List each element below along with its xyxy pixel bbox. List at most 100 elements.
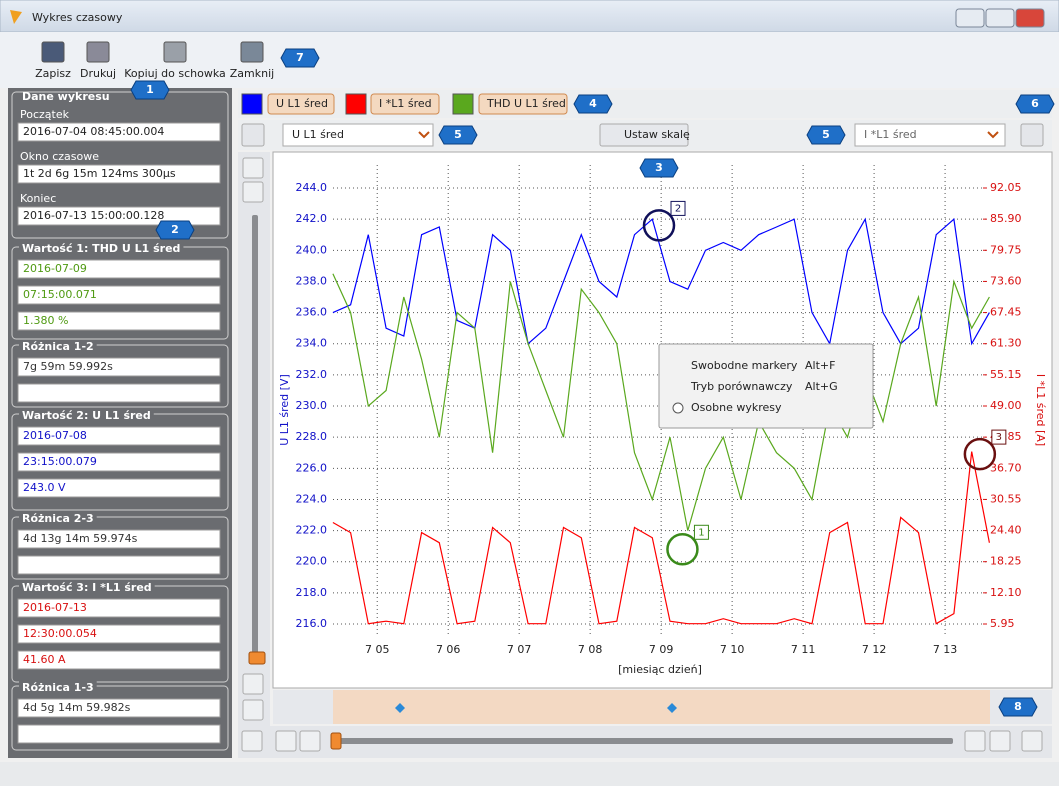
close-button[interactable] [1015,8,1045,28]
y2-tick-label: 24.40 [990,524,1022,537]
y-tick-label: 220.0 [296,555,328,568]
window-title: Wykres czasowy [32,11,123,24]
y-tick-label: 216.0 [296,617,328,630]
menu-shortcut[interactable]: Alt+F [805,359,835,372]
x-tick-label: 7 09 [649,643,674,656]
h-handle[interactable] [330,732,342,750]
field-box [17,650,221,670]
legend-label-box[interactable] [478,93,568,115]
field-box [17,624,221,644]
callout-number: 5 [454,128,462,141]
zoom-handle[interactable] [248,651,266,665]
icon-button[interactable] [299,730,321,752]
field-box [17,555,221,575]
icon-button[interactable] [242,699,264,721]
y2-tick-label: 36.70 [990,461,1022,474]
section-title: Różnica 1-3 [22,681,94,694]
field-value: 2016-07-04 08:45:00.004 [23,125,164,138]
combo-arrow [987,131,999,139]
legend-label-box[interactable] [370,93,440,115]
field-value: 4d 5g 14m 59.982s [23,701,131,714]
toolbar-icon[interactable] [163,41,187,63]
zoom-slider[interactable] [252,215,258,660]
callout-badge [806,125,846,145]
callout-number: 5 [822,128,830,141]
combo-text[interactable]: U L1 śred [292,128,344,141]
maximize-button[interactable] [985,8,1015,28]
legend-swatch[interactable] [452,93,474,115]
timeline-diamond[interactable] [667,703,677,713]
section-title: Wartość 2: U L1 śred [22,409,151,422]
timeline-range [333,690,990,724]
panel-section [11,91,229,239]
marker-circle[interactable] [642,209,676,242]
section-title: Różnica 1-2 [22,340,94,353]
field-value: 2016-07-09 [23,262,87,275]
field-box [17,724,221,744]
toolbar-icon[interactable] [240,41,264,63]
combo-text[interactable]: I *L1 śred [864,128,917,141]
icon-button[interactable] [242,673,264,695]
menu-item[interactable]: Tryb porównawczy [690,380,793,393]
x-tick-label: 7 10 [720,643,745,656]
legend-label[interactable]: I *L1 śred [379,97,432,110]
icon-button[interactable] [989,730,1011,752]
h-slider[interactable] [335,738,953,744]
menu-item[interactable]: Swobodne markery [691,359,798,372]
y-tick-label: 238.0 [296,274,328,287]
legend-label-box[interactable] [267,93,335,115]
y2-tick-label: 85.90 [990,212,1022,225]
y-tick-label: 224.0 [296,492,328,505]
scale-button[interactable] [599,123,689,147]
icon-button[interactable] [1020,123,1044,147]
legend-swatch[interactable] [345,93,367,115]
toolbar-label[interactable]: Kopiuj do schowka [124,67,226,80]
icon-button[interactable] [964,730,986,752]
x-axis-label: [miesiąc dzień] [618,663,702,676]
icon-button[interactable] [275,730,297,752]
x-tick-label: 7 13 [933,643,958,656]
timeline-diamond[interactable] [395,703,405,713]
y-tick-label: 234.0 [296,337,328,350]
toolbar-icon[interactable] [41,41,65,63]
field-value: 12:30:00.054 [23,627,97,640]
toolbar-label[interactable]: Zamknij [230,67,274,80]
icon-button[interactable] [241,123,265,147]
section-title: Różnica 2-3 [22,512,94,525]
icon-button[interactable] [242,157,264,179]
y2-tick-label: 92.05 [990,181,1022,194]
y-tick-label: 232.0 [296,368,328,381]
callout-number: 8 [1014,700,1022,713]
menu-item[interactable]: Osobne wykresy [691,401,782,414]
field-box [17,383,221,403]
panel-section [11,344,229,408]
icon-button[interactable] [242,181,264,203]
x-tick-label: 7 12 [862,643,887,656]
menu-shortcut[interactable]: Alt+G [805,380,838,393]
icon-button[interactable] [241,730,263,752]
legend-swatch[interactable] [241,93,263,115]
legend-label[interactable]: U L1 śred [276,97,328,110]
field-box [17,357,221,377]
toolbar-label[interactable]: Drukuj [80,67,116,80]
marker-circle[interactable] [963,437,997,471]
y2-axis-label: I *L1 śred [A] [1034,374,1047,446]
button-text[interactable]: Ustaw skalę [624,128,690,141]
minimize-button[interactable] [955,8,985,28]
app-icon [10,10,22,24]
series-line [332,217,990,346]
axis-combo[interactable] [854,123,1006,147]
menu-check [672,402,684,414]
icon-button[interactable] [1021,730,1043,752]
legend-label[interactable]: THD U L1 śred [486,97,566,110]
toolbar-label[interactable]: Zapisz [35,67,71,80]
marker-circle[interactable] [666,533,699,566]
callout-badge [280,48,320,68]
y-tick-label: 218.0 [296,586,328,599]
toolbar-icon[interactable] [86,41,110,63]
field-value: 23:15:00.079 [23,455,97,468]
field-box [17,452,221,472]
field-value: 7g 59m 59.992s [23,360,113,373]
field-value: 2016-07-08 [23,429,87,442]
axis-combo[interactable] [282,123,434,147]
